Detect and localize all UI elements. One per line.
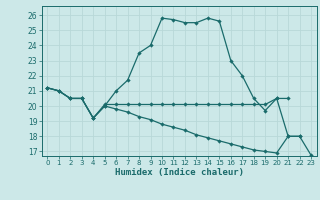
X-axis label: Humidex (Indice chaleur): Humidex (Indice chaleur) (115, 168, 244, 177)
